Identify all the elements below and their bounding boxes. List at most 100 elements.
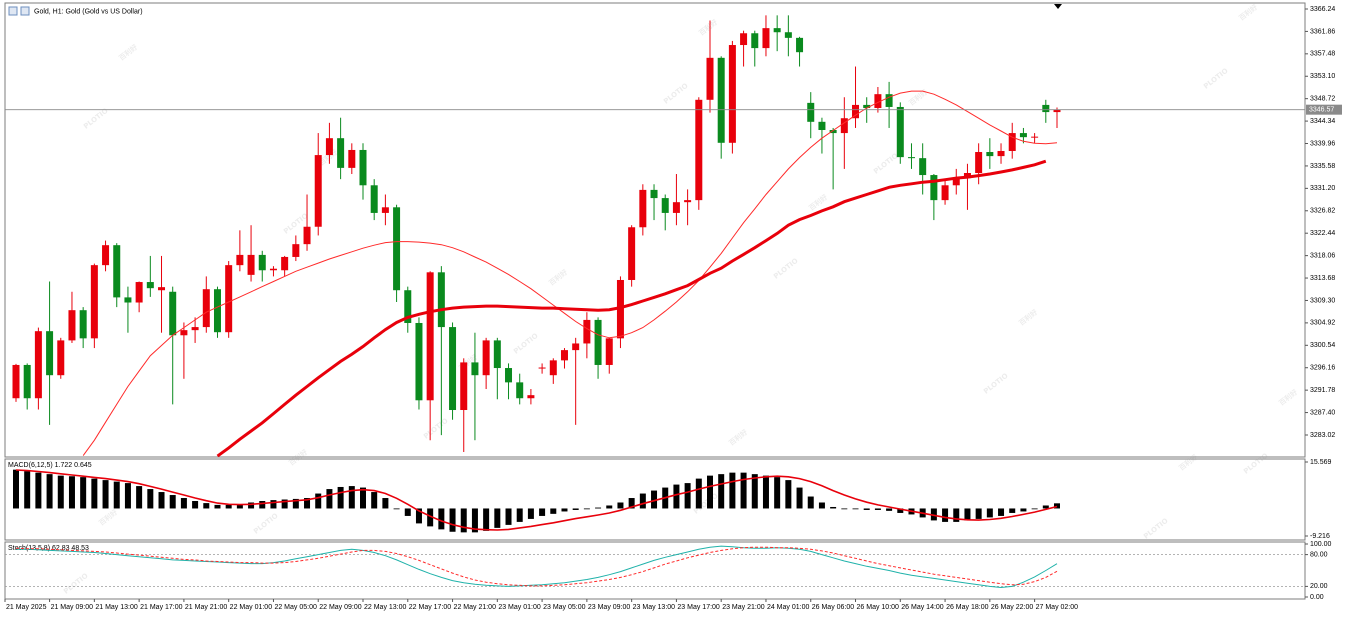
last-price-box bbox=[1306, 104, 1342, 115]
candle-body bbox=[796, 37, 804, 53]
shift-marker bbox=[1054, 4, 1062, 9]
macd-bar bbox=[348, 486, 355, 509]
macd-bar bbox=[953, 508, 960, 522]
candle-body bbox=[616, 279, 624, 339]
x-tick-label: 22 May 01:00 bbox=[230, 604, 273, 611]
macd-bar bbox=[1054, 503, 1060, 509]
candle-body bbox=[560, 350, 568, 361]
candle-body bbox=[135, 282, 143, 303]
candle-body bbox=[471, 362, 479, 376]
candle-body bbox=[527, 395, 535, 399]
candle-body bbox=[896, 106, 904, 158]
macd-bar bbox=[449, 508, 456, 532]
candle-body bbox=[180, 330, 188, 336]
x-tick-label: 23 May 21:00 bbox=[722, 604, 765, 611]
macd-bar bbox=[886, 508, 893, 511]
x-tick-label: 21 May 09:00 bbox=[51, 604, 94, 611]
y-tick-label: -9.216 bbox=[1310, 533, 1330, 540]
last-price-label: 3346.57 bbox=[1309, 107, 1334, 114]
x-tick-label: 21 May 17:00 bbox=[140, 604, 183, 611]
candle-body bbox=[381, 207, 389, 213]
candle-body bbox=[863, 104, 871, 108]
y-tick-label: 3353.10 bbox=[1310, 73, 1335, 80]
macd-bar bbox=[695, 478, 702, 509]
x-tick-label: 22 May 17:00 bbox=[409, 604, 452, 611]
macd-bar bbox=[516, 508, 523, 522]
x-tick-label: 26 May 18:00 bbox=[946, 604, 989, 611]
macd-bar bbox=[818, 502, 825, 509]
macd-bar bbox=[326, 489, 333, 509]
candle-body bbox=[751, 33, 759, 49]
candle-body bbox=[773, 28, 781, 33]
y-tick-label: 3291.78 bbox=[1310, 387, 1335, 394]
macd-bar bbox=[192, 501, 199, 509]
macd-bar bbox=[360, 487, 366, 509]
macd-bar bbox=[248, 502, 255, 509]
macd-bar bbox=[807, 496, 814, 509]
macd-bar bbox=[785, 480, 792, 509]
macd-bar bbox=[942, 508, 949, 522]
candle-body bbox=[426, 272, 434, 401]
x-tick-label: 22 May 09:00 bbox=[319, 604, 362, 611]
candle-body bbox=[46, 331, 54, 376]
y-tick-label: 3366.24 bbox=[1310, 6, 1335, 13]
y-tick-label: 3357.48 bbox=[1310, 51, 1335, 58]
y-tick-label: 3322.44 bbox=[1310, 230, 1335, 237]
macd-bar bbox=[471, 508, 478, 533]
candle-body bbox=[460, 362, 468, 411]
candle-body bbox=[840, 118, 848, 134]
macd-bar bbox=[651, 490, 658, 509]
candle-body bbox=[583, 319, 591, 344]
candle-body bbox=[269, 268, 277, 271]
candle-body bbox=[907, 157, 915, 159]
main-panel bbox=[4, 2, 1306, 458]
candle-body bbox=[807, 102, 815, 122]
y-tick-label: 80.00 bbox=[1310, 551, 1328, 558]
x-tick-label: 22 May 05:00 bbox=[274, 604, 317, 611]
candle-body bbox=[650, 189, 658, 199]
candle-body bbox=[158, 287, 166, 291]
y-tick-label: 3318.06 bbox=[1310, 252, 1335, 259]
x-tick-label: 23 May 05:00 bbox=[543, 604, 586, 611]
macd-bar bbox=[572, 508, 579, 510]
macd-bar bbox=[13, 469, 19, 509]
x-tick-label: 24 May 01:00 bbox=[767, 604, 810, 611]
candle-body bbox=[437, 272, 445, 328]
candle-body bbox=[314, 155, 322, 227]
macd-bar bbox=[24, 471, 31, 509]
macd-bar bbox=[606, 505, 613, 509]
candle-body bbox=[146, 282, 154, 289]
macd-bar bbox=[494, 508, 501, 528]
macd-bar bbox=[583, 508, 590, 510]
candle-body bbox=[997, 150, 1005, 157]
macd-bar bbox=[1042, 505, 1049, 509]
macd-bar bbox=[460, 508, 467, 533]
x-tick-label: 22 May 21:00 bbox=[454, 604, 497, 611]
x-tick-label: 23 May 01:00 bbox=[498, 604, 541, 611]
y-tick-label: 3348.72 bbox=[1310, 96, 1335, 103]
macd-bar bbox=[147, 489, 154, 509]
macd-bar bbox=[393, 508, 400, 510]
x-tick-label: 26 May 14:00 bbox=[901, 604, 944, 611]
candle-body bbox=[684, 200, 692, 203]
macd-bar bbox=[830, 506, 837, 509]
candle-body bbox=[628, 227, 636, 280]
macd-bar bbox=[304, 498, 311, 509]
candle-body bbox=[728, 45, 736, 143]
moving-average bbox=[82, 90, 1058, 456]
y-tick-label: 3313.68 bbox=[1310, 275, 1335, 282]
candle-body bbox=[505, 368, 513, 383]
stoch-signal bbox=[15, 546, 1058, 587]
macd-bar bbox=[404, 508, 411, 516]
y-tick-label: 15.569 bbox=[1310, 459, 1332, 466]
macd-bar bbox=[236, 503, 243, 509]
macd-bar bbox=[158, 492, 165, 509]
candle-body bbox=[538, 367, 546, 369]
y-tick-label: 3331.20 bbox=[1310, 185, 1335, 192]
macd-bar bbox=[46, 474, 53, 509]
candle-body bbox=[202, 289, 210, 328]
macd-bar bbox=[382, 498, 389, 509]
macd-bar bbox=[975, 508, 982, 519]
x-tick-label: 21 May 2025 bbox=[6, 604, 47, 611]
